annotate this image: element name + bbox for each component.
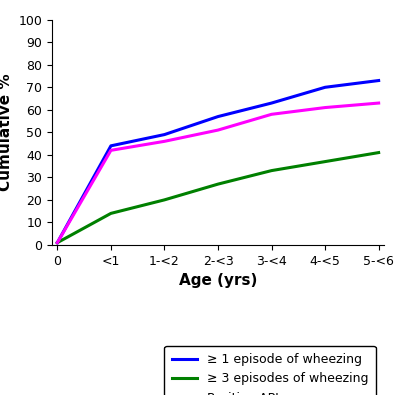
Legend: ≥ 1 episode of wheezing, ≥ 3 episodes of wheezing, Positive API: ≥ 1 episode of wheezing, ≥ 3 episodes of… xyxy=(164,346,376,395)
X-axis label: Age (yrs): Age (yrs) xyxy=(179,273,257,288)
Y-axis label: Cumulative %: Cumulative % xyxy=(0,73,13,191)
